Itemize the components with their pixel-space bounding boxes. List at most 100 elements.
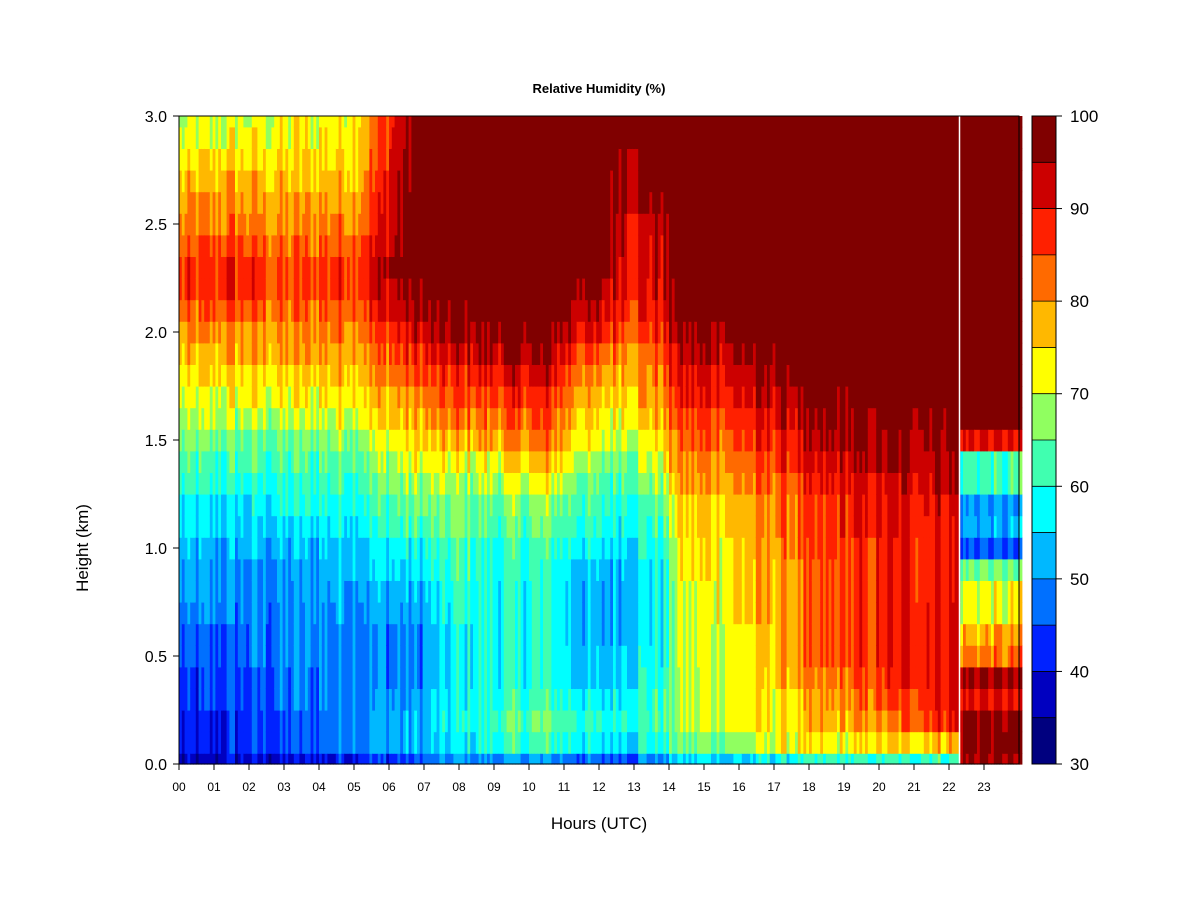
heatmap-cell [503,342,508,365]
heatmap-cell [450,688,454,711]
heatmap-cell [565,450,569,473]
heatmap-cell [601,299,606,322]
heatmap-cell [613,126,617,149]
heatmap-cell [467,666,471,689]
heatmap-cell [212,278,216,301]
heatmap-cell [599,299,603,322]
heatmap-cell [316,407,320,430]
heatmap-cell [338,472,342,495]
heatmap-cell [366,623,370,646]
heatmap-cell [442,148,446,171]
heatmap-cell [386,710,390,733]
heatmap-cell [593,213,597,236]
heatmap-cell [268,126,272,149]
heatmap-cell [313,623,317,646]
heatmap-cell [481,213,485,236]
heatmap-cell [456,148,460,171]
heatmap-cell [400,666,404,689]
heatmap-cell [543,148,547,171]
heatmap-cell [554,494,558,517]
heatmap-cell [347,472,351,495]
heatmap-cell [179,126,183,149]
heatmap-cell [565,191,569,214]
heatmap-cell [352,753,356,765]
heatmap-cell [478,278,482,301]
heatmap-cell [593,494,597,517]
heatmap-cell [447,515,452,538]
heatmap-cell [473,602,477,625]
heatmap-cell [377,386,382,409]
heatmap-cell [181,278,186,301]
heatmap-cell [436,299,440,322]
heatmap-cell [590,278,594,301]
heatmap-cell [607,278,611,301]
heatmap-cell [456,191,460,214]
heatmap-cell [240,386,244,409]
heatmap-cell [489,126,494,149]
heatmap-cell [363,731,368,754]
heatmap-cell [501,602,505,625]
heatmap-cell [557,558,561,581]
heatmap-cell [422,472,426,495]
heatmap-cell [590,429,594,452]
heatmap-cell [193,170,197,193]
heatmap-cell [425,602,429,625]
heatmap-cell [408,494,412,517]
heatmap-cell [543,407,547,430]
heatmap-cell [380,148,384,171]
heatmap-cell [341,688,345,711]
heatmap-cell [495,342,499,365]
heatmap-cell [229,386,233,409]
heatmap-cell [529,623,533,646]
heatmap-cell [327,623,331,646]
heatmap-cell [425,666,429,689]
heatmap-cell [551,364,555,387]
heatmap-cell [232,645,236,668]
heatmap-cell [582,299,586,322]
heatmap-cell [565,710,569,733]
heatmap-cell [400,407,404,430]
heatmap-cell [377,116,382,128]
heatmap-cell [207,602,211,625]
heatmap-cell [215,710,219,733]
heatmap-cell [629,710,634,733]
heatmap-cell [235,537,239,560]
heatmap-cell [489,386,494,409]
heatmap-cell [257,666,261,689]
heatmap-cell [419,623,424,646]
heatmap-cell [601,623,606,646]
heatmap-cell [313,450,317,473]
heatmap-cell [568,234,572,257]
heatmap-cell [431,537,435,560]
heatmap-cell [327,234,331,257]
heatmap-cell [439,753,443,765]
heatmap-cell [265,602,270,625]
heatmap-cell [265,191,270,214]
heatmap-cell [621,278,625,301]
heatmap-cell [310,537,314,560]
heatmap-cell [601,126,606,149]
heatmap-cell [562,537,566,560]
heatmap-cell [495,407,499,430]
heatmap-cell [442,580,446,603]
heatmap-cell [282,321,286,344]
heatmap-cell [506,342,510,365]
heatmap-cell [478,364,482,387]
heatmap-cell [565,666,569,689]
heatmap-cell [506,753,510,765]
heatmap-cell [316,321,320,344]
heatmap-cell [571,321,575,344]
heatmap-cell [338,429,342,452]
heatmap-cell [607,623,611,646]
heatmap-cell [246,364,250,387]
heatmap-cell [587,234,592,257]
heatmap-cell [540,116,544,128]
heatmap-cell [473,299,477,322]
heatmap-cell [307,278,312,301]
heatmap-cell [461,278,466,301]
heatmap-cell [277,515,281,538]
heatmap-cell [249,126,253,149]
heatmap-cell [386,753,390,765]
heatmap-cell [428,688,432,711]
heatmap-cell [593,450,597,473]
